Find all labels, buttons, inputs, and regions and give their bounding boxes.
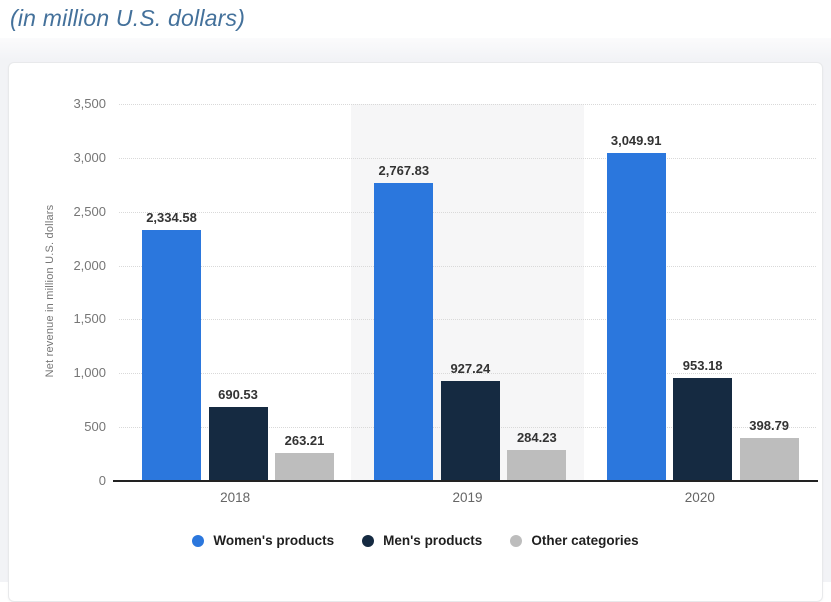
y-tick-3,000: 3,000 [73, 149, 106, 165]
bar-value-2018-women-s-products: 2,334.58 [146, 209, 197, 225]
x-label-2019: 2019 [452, 490, 483, 505]
legend-label-other-categories: Other categories [531, 533, 639, 548]
chart-header: (in million U.S. dollars) [0, 0, 831, 40]
legend-label-women-s-products: Women's products [213, 533, 335, 548]
gridline-2,000 [119, 265, 816, 267]
y-tick-0: 0 [98, 473, 106, 488]
legend-item-men-s-products[interactable]: Men's products [362, 533, 482, 548]
gridline-3,500 [119, 104, 816, 105]
legend-item-other-categories[interactable]: Other categories [510, 533, 639, 548]
bar-value-2019-men-s-products: 927.24 [450, 361, 491, 377]
gridline-1,000 [119, 373, 816, 375]
bar-2018-men-s-products[interactable] [208, 406, 268, 481]
gridline-2,500 [119, 211, 816, 213]
content-background: Net revenue in million U.S. dollars 2,33… [0, 38, 831, 602]
plot-area: 2,334.58 690.53 263.21 2,767.83 927.24 284.23… [119, 104, 816, 481]
women-s-products-legend-dot-icon [192, 534, 205, 547]
y-tick-2,000: 2,000 [73, 257, 106, 273]
y-tick-1,500: 1,500 [73, 311, 106, 327]
bar-value-2018-other-categories: 263.21 [284, 432, 325, 448]
gridline-1,500 [119, 319, 816, 321]
bar-2019-men-s-products[interactable] [440, 381, 500, 481]
bar-value-2020-other-categories: 398.79 [749, 418, 790, 433]
legend-item-women-s-products[interactable]: Women's products [192, 533, 334, 548]
bar-2020-other-categories[interactable] [739, 438, 799, 481]
y-tick-2,500: 2,500 [73, 203, 106, 219]
x-axis-line [113, 480, 818, 482]
bar-value-2018-men-s-products: 690.53 [218, 386, 258, 402]
bar-value-2020-women-s-products: 3,049.91 [610, 132, 662, 148]
y-axis-title: Net revenue in million U.S. dollars [44, 204, 56, 378]
y-tick-500: 500 [84, 419, 106, 435]
y-tick-1,000: 1,000 [73, 365, 106, 381]
x-label-2020: 2020 [684, 490, 715, 505]
men-s-products-legend-dot-icon [362, 534, 375, 547]
gridline-3,000 [119, 157, 816, 159]
chart-card: Net revenue in million U.S. dollars 2,33… [8, 62, 823, 602]
y-tick-3,500: 3,500 [73, 96, 106, 111]
bar-2019-other-categories[interactable] [507, 450, 567, 481]
x-label-2018: 2018 [220, 490, 251, 505]
chart-subtitle: (in million U.S. dollars) [10, 5, 246, 31]
legend: Women's products Men's products Other cate… [9, 533, 822, 548]
bar-2019-women-s-products[interactable] [374, 182, 434, 481]
bar-value-2019-women-s-products: 2,767.83 [378, 162, 430, 178]
bar-2018-other-categories[interactable] [275, 452, 334, 481]
other-categories-legend-dot-icon [510, 534, 523, 547]
legend-label-men-s-products: Men's products [383, 533, 483, 548]
bar-2020-women-s-products[interactable] [606, 152, 666, 481]
bar-value-2019-other-categories: 284.23 [516, 430, 557, 446]
bar-2018-women-s-products[interactable] [142, 229, 201, 481]
bar-2020-men-s-products[interactable] [673, 378, 733, 481]
bar-value-2020-men-s-products: 953.18 [682, 358, 723, 374]
